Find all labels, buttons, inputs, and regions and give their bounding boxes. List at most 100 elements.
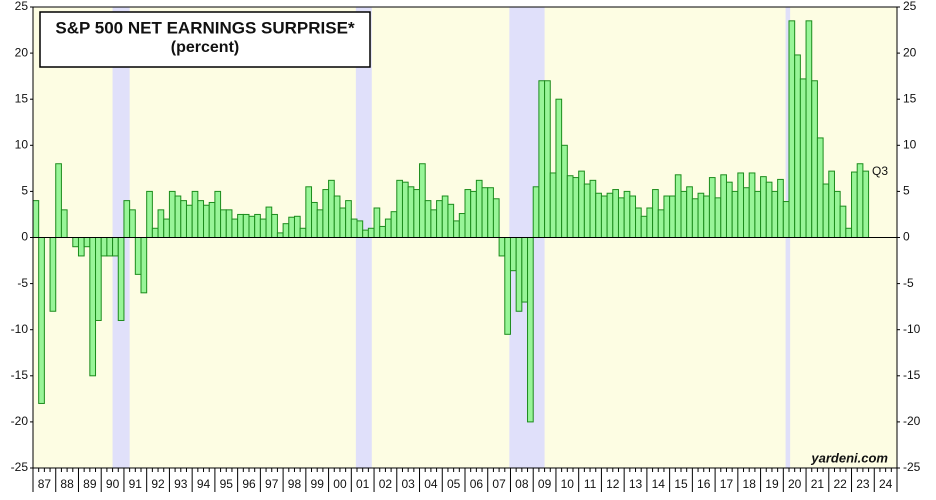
- y-tick-label-right: -5: [903, 276, 914, 290]
- bar: [782, 201, 790, 239]
- x-tick-label: 02: [379, 477, 393, 491]
- bar: [856, 163, 864, 239]
- bar: [424, 200, 432, 238]
- bar: [640, 215, 648, 239]
- x-tick-label: 16: [697, 477, 711, 491]
- y-tick-label-right: 10: [903, 137, 917, 151]
- bar: [265, 206, 273, 239]
- y-tick-label-right: 15: [903, 91, 917, 105]
- bar: [220, 209, 227, 238]
- bar: [134, 237, 142, 275]
- x-tick-label: 91: [129, 477, 143, 491]
- x-tick-label: 98: [288, 477, 302, 491]
- x-tick-label: 13: [629, 477, 643, 491]
- y-tick-label-right: -25: [903, 460, 921, 474]
- bar: [487, 187, 494, 239]
- bar: [555, 98, 563, 238]
- x-tick-label: 97: [265, 477, 279, 491]
- bar: [180, 200, 187, 238]
- x-tick-label: 09: [538, 477, 552, 491]
- bar: [396, 179, 403, 238]
- bar: [242, 213, 250, 238]
- bar: [708, 177, 716, 239]
- bar: [492, 198, 500, 238]
- bar: [203, 204, 210, 238]
- y-tick-label: -15: [11, 368, 29, 382]
- bar: [765, 181, 773, 238]
- bar: [691, 198, 699, 238]
- bar: [748, 172, 756, 239]
- bar: [197, 200, 205, 238]
- bar: [725, 181, 733, 238]
- y-tick-label: 5: [21, 184, 28, 198]
- bar: [311, 201, 318, 239]
- bar: [635, 207, 642, 239]
- bar: [578, 170, 585, 238]
- bar: [743, 187, 750, 239]
- bar: [453, 220, 460, 239]
- bar: [851, 171, 858, 238]
- bar: [788, 20, 796, 238]
- bar: [38, 237, 45, 404]
- bar: [112, 237, 119, 257]
- bar: [663, 195, 671, 238]
- x-tick-label: 89: [83, 477, 97, 491]
- x-tick-label: 94: [197, 477, 211, 491]
- bar: [441, 195, 449, 238]
- bar: [589, 179, 597, 238]
- x-tick-label: 00: [333, 477, 347, 491]
- bar: [600, 195, 608, 238]
- bar: [561, 144, 568, 238]
- x-tick-label: 99: [311, 477, 325, 491]
- bar: [606, 192, 614, 239]
- bar: [544, 80, 551, 239]
- bar: [845, 227, 853, 238]
- bar: [328, 179, 335, 238]
- x-tick-label: 12: [606, 477, 620, 491]
- x-tick-label: 22: [833, 477, 847, 491]
- x-tick-label: 19: [765, 477, 779, 491]
- chart-title: S&P 500 NET EARNINGS SURPRISE*: [55, 18, 355, 37]
- bar: [458, 213, 466, 238]
- bar: [481, 187, 489, 239]
- y-tick-label: -20: [11, 414, 29, 428]
- bar: [208, 201, 216, 239]
- x-tick-label: 01: [356, 477, 370, 491]
- bar: [595, 192, 602, 239]
- bar: [89, 237, 97, 377]
- bar: [475, 179, 483, 238]
- bar: [703, 195, 710, 238]
- x-tick-label: 10: [561, 477, 575, 491]
- bar: [157, 209, 165, 238]
- bar: [174, 195, 182, 238]
- y-tick-label-right: 5: [903, 184, 910, 198]
- bar: [674, 174, 682, 238]
- bar: [163, 218, 170, 238]
- bar: [657, 209, 665, 238]
- bar: [805, 20, 813, 238]
- x-tick-label: 03: [401, 477, 415, 491]
- bar: [464, 189, 472, 238]
- bar: [373, 207, 381, 239]
- bar: [652, 189, 659, 238]
- bar: [419, 163, 426, 239]
- y-tick-label: 0: [21, 230, 28, 244]
- x-tick-label: 11: [584, 477, 597, 491]
- bar: [83, 237, 91, 248]
- y-tick-label-right: 0: [903, 230, 910, 244]
- bar: [276, 232, 284, 238]
- y-tick-label: 20: [15, 45, 29, 59]
- bar: [282, 223, 290, 238]
- bar: [515, 237, 523, 312]
- bar: [95, 237, 102, 321]
- bar: [447, 203, 455, 238]
- bar: [532, 186, 540, 238]
- bar: [72, 237, 79, 248]
- bar: [305, 186, 313, 238]
- bar: [293, 215, 301, 239]
- y-tick-label-right: -20: [903, 414, 921, 428]
- bar: [350, 218, 358, 238]
- bar: [646, 207, 654, 239]
- x-tick-label: 18: [743, 477, 757, 491]
- bar: [49, 237, 57, 312]
